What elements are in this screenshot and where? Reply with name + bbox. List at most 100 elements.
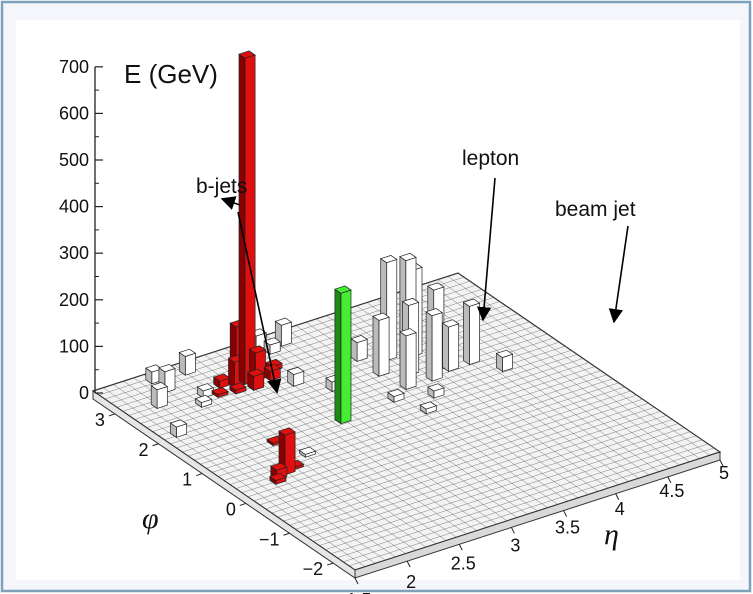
energy-tick-label: 0 [79, 383, 89, 403]
tower-top-face [150, 382, 169, 391]
tower-top-face [399, 252, 417, 262]
tower-top-face [286, 366, 305, 375]
grid-line-phi [295, 411, 661, 530]
tower-top-face [265, 358, 283, 368]
grid-line-phi [247, 378, 613, 498]
tower-beam [169, 419, 188, 438]
tower-beam [196, 383, 215, 399]
tower-front-face [340, 289, 352, 425]
tower-side-face [425, 311, 433, 382]
energy-tick-label: 100 [59, 336, 89, 356]
tower-jet [211, 387, 229, 399]
tower-top-face [229, 382, 247, 391]
tower-jet [229, 382, 247, 395]
grid-line-phi [289, 407, 655, 526]
grid-line-phi [283, 402, 649, 522]
tower-top-face [387, 388, 405, 397]
energy-tick-label: 200 [59, 290, 89, 310]
beam-jet-annotation: beam jet [555, 198, 636, 221]
tower-top-face [270, 462, 288, 471]
grid-line-phi [313, 423, 679, 542]
grid-line-phi [265, 390, 631, 510]
tower-top-face [178, 348, 197, 357]
tower-beam [399, 328, 417, 391]
tower-top-face [334, 285, 352, 294]
phi-tick-mark [196, 473, 203, 477]
grid-line-phi [212, 354, 578, 473]
tower-beam [462, 298, 481, 366]
energy-tick-label: 500 [59, 150, 89, 170]
phi-axis-label: φ [142, 502, 159, 535]
tower-front-face [448, 323, 460, 372]
grid-line-phi [241, 374, 607, 493]
tower-front-face [405, 332, 417, 390]
eta-tick-mark [615, 493, 620, 500]
tower-top-face [211, 387, 229, 396]
eta-tick-mark [458, 544, 463, 551]
tower-front-face [356, 338, 368, 362]
tower-top-face [372, 312, 390, 321]
tower-top-face [169, 419, 188, 428]
tower-beam [298, 446, 317, 458]
eta-tick-mark [667, 476, 672, 484]
phi-tick-mark [327, 562, 334, 566]
tower-top-face [399, 328, 417, 337]
tower-beam [286, 366, 305, 387]
grid-line-phi [337, 439, 703, 559]
phi-tick-mark [239, 502, 246, 506]
energy-tick-label: 600 [59, 103, 89, 123]
phi-tick-mark [152, 443, 159, 447]
energy-tick-label: 400 [59, 197, 89, 217]
tower-side-face [399, 331, 407, 391]
eta-tick-mark [510, 527, 515, 534]
eta-tick-label: 2.5 [451, 554, 476, 574]
eta-tick-mark [406, 560, 411, 568]
tower-top-face [298, 446, 317, 455]
tower-jet [269, 472, 287, 485]
grid-line-phi [301, 415, 667, 534]
grid-line-phi [271, 394, 637, 514]
tower-top-face [278, 427, 296, 436]
eta-axis-label: η [604, 518, 619, 551]
phi-tick-label: 0 [226, 499, 236, 519]
tower-side-face [372, 315, 380, 377]
lepton-annotation: lepton [462, 147, 519, 170]
tower-front-face [280, 321, 292, 347]
tower-front-face [378, 316, 390, 377]
eta-tick-label: 4.5 [659, 481, 684, 501]
tower-beam [427, 383, 445, 399]
tower-top-face [401, 297, 420, 306]
lepton-arrow [476, 177, 496, 322]
tower-top-face [427, 383, 445, 392]
grid-line-phi [319, 427, 685, 546]
tower-top-face [248, 345, 267, 354]
tower-beam [441, 319, 460, 373]
energy-tick-label: 300 [59, 243, 89, 263]
eta-tick-mark [354, 577, 359, 585]
grid-line-phi [253, 382, 619, 502]
tower-top-face [194, 394, 213, 403]
phi-tick-label: 2 [138, 440, 148, 460]
grid-line-phi [176, 329, 542, 449]
tower-top-face [238, 50, 256, 59]
tower-top-face [419, 401, 438, 410]
tower-top-face [427, 282, 445, 291]
tower-front-face [156, 386, 168, 409]
phi-tick-mark [283, 532, 290, 536]
tower-front-face [431, 312, 443, 382]
grid-line-phi [331, 435, 697, 554]
tower-beam [150, 382, 169, 410]
tower-side-face [334, 288, 342, 425]
tower-front-face [469, 302, 480, 366]
tower-jet [278, 427, 296, 476]
tower-top-face [350, 335, 368, 344]
eta-tick-mark [719, 459, 724, 467]
tower-beam [419, 401, 438, 415]
grid-line-phi [182, 333, 548, 453]
tower-top-face [212, 373, 231, 382]
phi-tick-label: −2 [303, 559, 324, 579]
tower-top-face [246, 368, 265, 377]
tower-jet [238, 50, 256, 386]
